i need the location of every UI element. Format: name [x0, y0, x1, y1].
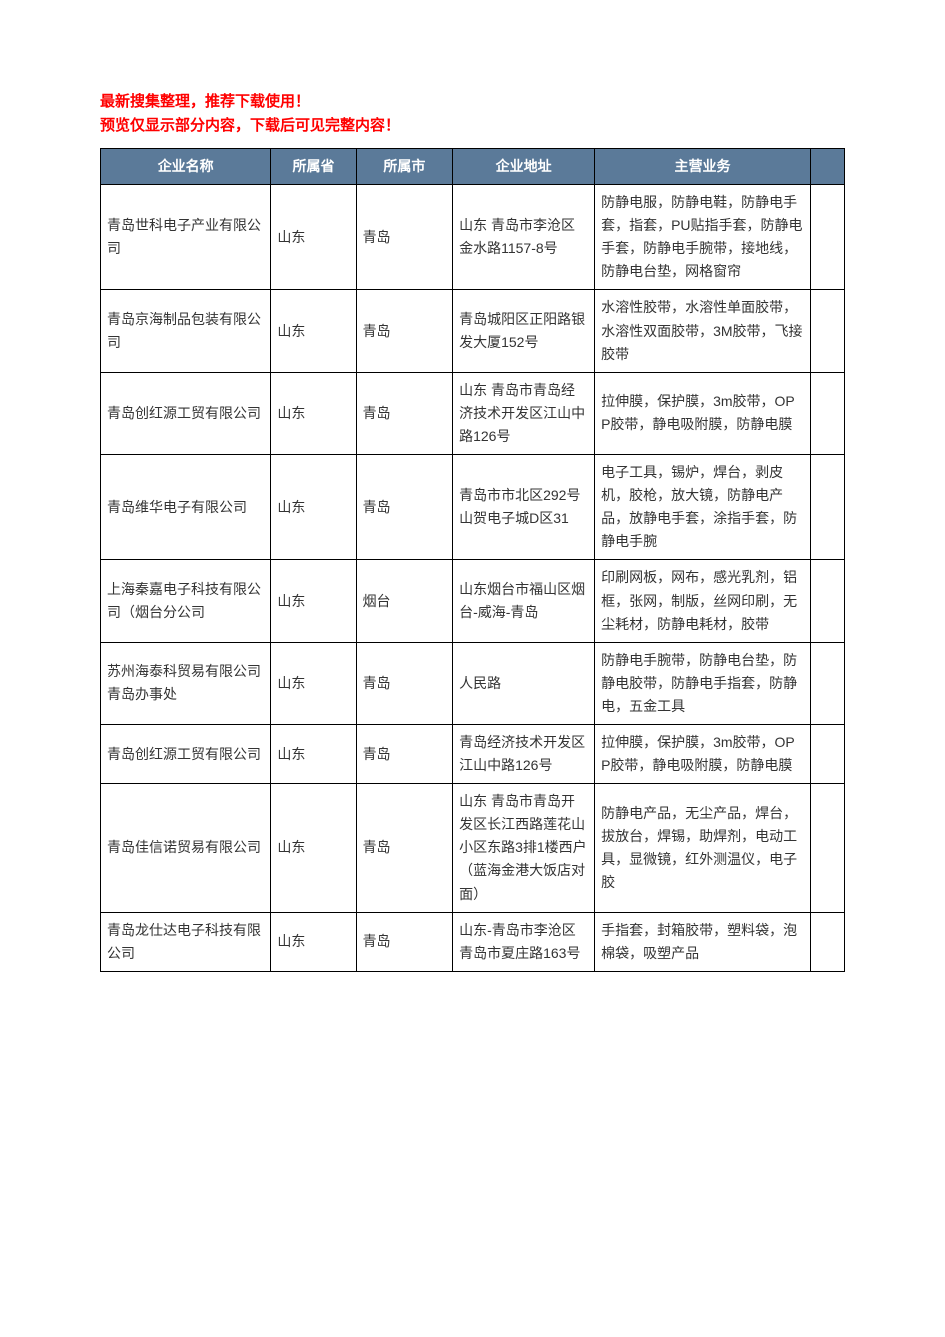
table-row: 上海秦嘉电子科技有限公司（烟台分公司山东烟台山东烟台市福山区烟台-威海-青岛印刷…	[101, 560, 845, 642]
th-address: 企业地址	[453, 149, 595, 185]
cell-address: 山东 青岛市青岛开发区长江西路莲花山小区东路3排1楼西户（蓝海金港大饭店对面）	[453, 784, 595, 912]
cell-company: 青岛龙仕达电子科技有限公司	[101, 912, 271, 971]
cell-extra	[810, 455, 844, 560]
cell-province: 山东	[271, 455, 356, 560]
cell-extra	[810, 912, 844, 971]
cell-business: 防静电服，防静电鞋，防静电手套，指套，PU贴指手套，防静电手套，防静电手腕带，接…	[595, 185, 811, 290]
cell-business: 防静电产品，无尘产品，焊台，拔放台，焊锡，助焊剂，电动工具，显微镜，红外测温仪，…	[595, 784, 811, 912]
cell-business: 印刷网板，网布，感光乳剂，铝框，张网，制版，丝网印刷，无尘耗材，防静电耗材，胶带	[595, 560, 811, 642]
table-row: 青岛京海制品包装有限公司山东青岛青岛城阳区正阳路银发大厦152号水溶性胶带，水溶…	[101, 290, 845, 372]
cell-business: 手指套，封箱胶带，塑料袋，泡棉袋，吸塑产品	[595, 912, 811, 971]
cell-company: 上海秦嘉电子科技有限公司（烟台分公司	[101, 560, 271, 642]
cell-province: 山东	[271, 560, 356, 642]
cell-extra	[810, 372, 844, 454]
cell-city: 青岛	[356, 642, 453, 724]
th-province: 所属省	[271, 149, 356, 185]
cell-business: 拉伸膜，保护膜，3m胶带，OPP胶带，静电吸附膜，防静电膜	[595, 372, 811, 454]
table-header-row: 企业名称 所属省 所属市 企业地址 主营业务	[101, 149, 845, 185]
table-row: 青岛世科电子产业有限公司山东青岛山东 青岛市李沧区金水路1157-8号防静电服，…	[101, 185, 845, 290]
notice-line-1: 最新搜集整理，推荐下载使用！	[100, 90, 845, 114]
th-company: 企业名称	[101, 149, 271, 185]
cell-city: 青岛	[356, 185, 453, 290]
cell-city: 烟台	[356, 560, 453, 642]
table-row: 青岛维华电子有限公司山东青岛青岛市市北区292号山贺电子城D区31电子工具，锡炉…	[101, 455, 845, 560]
cell-company: 青岛京海制品包装有限公司	[101, 290, 271, 372]
cell-city: 青岛	[356, 784, 453, 912]
cell-province: 山东	[271, 185, 356, 290]
cell-extra	[810, 724, 844, 783]
th-business: 主营业务	[595, 149, 811, 185]
cell-address: 青岛市市北区292号山贺电子城D区31	[453, 455, 595, 560]
table-row: 青岛创红源工贸有限公司山东青岛山东 青岛市青岛经济技术开发区江山中路126号拉伸…	[101, 372, 845, 454]
cell-company: 青岛佳信诺贸易有限公司	[101, 784, 271, 912]
cell-city: 青岛	[356, 290, 453, 372]
cell-province: 山东	[271, 642, 356, 724]
cell-extra	[810, 642, 844, 724]
notice-block: 最新搜集整理，推荐下载使用！ 预览仅显示部分内容，下载后可见完整内容！	[100, 90, 845, 138]
cell-city: 青岛	[356, 455, 453, 560]
cell-extra	[810, 290, 844, 372]
cell-business: 电子工具，锡炉，焊台，剥皮机，胶枪，放大镜，防静电产品，放静电手套，涂指手套，防…	[595, 455, 811, 560]
cell-address: 山东 青岛市李沧区金水路1157-8号	[453, 185, 595, 290]
cell-province: 山东	[271, 912, 356, 971]
cell-address: 山东 青岛市青岛经济技术开发区江山中路126号	[453, 372, 595, 454]
table-body: 青岛世科电子产业有限公司山东青岛山东 青岛市李沧区金水路1157-8号防静电服，…	[101, 185, 845, 972]
cell-extra	[810, 560, 844, 642]
cell-company: 青岛世科电子产业有限公司	[101, 185, 271, 290]
cell-company: 青岛创红源工贸有限公司	[101, 724, 271, 783]
cell-company: 青岛维华电子有限公司	[101, 455, 271, 560]
cell-address: 青岛经济技术开发区江山中路126号	[453, 724, 595, 783]
cell-city: 青岛	[356, 912, 453, 971]
cell-business: 拉伸膜，保护膜，3m胶带，OPP胶带，静电吸附膜，防静电膜	[595, 724, 811, 783]
company-table: 企业名称 所属省 所属市 企业地址 主营业务 青岛世科电子产业有限公司山东青岛山…	[100, 148, 845, 972]
table-row: 青岛创红源工贸有限公司山东青岛青岛经济技术开发区江山中路126号拉伸膜，保护膜，…	[101, 724, 845, 783]
cell-business: 防静电手腕带，防静电台垫，防静电胶带，防静电手指套，防静电，五金工具	[595, 642, 811, 724]
cell-city: 青岛	[356, 372, 453, 454]
cell-province: 山东	[271, 724, 356, 783]
cell-address: 山东烟台市福山区烟台-威海-青岛	[453, 560, 595, 642]
notice-line-2: 预览仅显示部分内容，下载后可见完整内容！	[100, 114, 845, 138]
th-city: 所属市	[356, 149, 453, 185]
table-row: 苏州海泰科贸易有限公司青岛办事处山东青岛人民路防静电手腕带，防静电台垫，防静电胶…	[101, 642, 845, 724]
cell-business: 水溶性胶带，水溶性单面胶带，水溶性双面胶带，3M胶带，飞接胶带	[595, 290, 811, 372]
cell-extra	[810, 784, 844, 912]
table-row: 青岛佳信诺贸易有限公司山东青岛山东 青岛市青岛开发区长江西路莲花山小区东路3排1…	[101, 784, 845, 912]
cell-extra	[810, 185, 844, 290]
cell-address: 山东-青岛市李沧区 青岛市夏庄路163号	[453, 912, 595, 971]
th-extra	[810, 149, 844, 185]
cell-province: 山东	[271, 372, 356, 454]
cell-province: 山东	[271, 290, 356, 372]
cell-address: 人民路	[453, 642, 595, 724]
cell-company: 青岛创红源工贸有限公司	[101, 372, 271, 454]
cell-company: 苏州海泰科贸易有限公司青岛办事处	[101, 642, 271, 724]
cell-city: 青岛	[356, 724, 453, 783]
cell-address: 青岛城阳区正阳路银发大厦152号	[453, 290, 595, 372]
table-row: 青岛龙仕达电子科技有限公司山东青岛山东-青岛市李沧区 青岛市夏庄路163号手指套…	[101, 912, 845, 971]
cell-province: 山东	[271, 784, 356, 912]
